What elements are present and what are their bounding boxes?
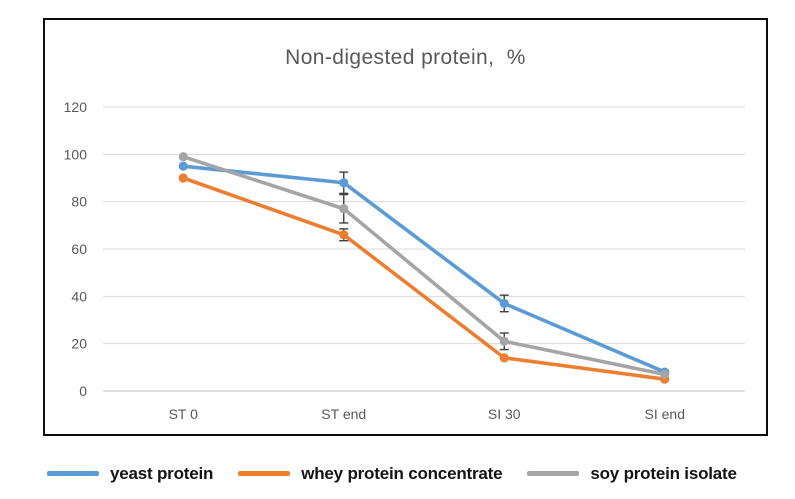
series-line xyxy=(181,176,667,381)
y-tick-label: 0 xyxy=(79,383,87,399)
series-line xyxy=(181,154,667,377)
y-tick-label: 60 xyxy=(71,241,87,257)
legend-line-swatch xyxy=(238,471,291,476)
data-point-marker xyxy=(660,369,670,380)
data-point-marker xyxy=(178,161,188,171)
y-tick-label: 20 xyxy=(71,336,87,352)
x-tick-label: ST 0 xyxy=(169,406,199,422)
x-tick-label: SI end xyxy=(645,406,685,422)
data-point-marker xyxy=(339,178,349,188)
data-point-marker xyxy=(339,230,349,240)
data-point-marker xyxy=(499,298,509,309)
data-point-marker xyxy=(339,204,349,214)
legend-line-swatch xyxy=(527,471,580,476)
y-tick-label: 80 xyxy=(71,194,87,210)
legend-item: whey protein concentrate xyxy=(238,463,503,484)
legend: yeast protein whey protein concentrate soy… xyxy=(47,460,737,487)
data-point-marker xyxy=(178,152,188,162)
legend-label: whey protein concentrate xyxy=(301,463,503,483)
y-tick-label: 40 xyxy=(71,288,87,304)
x-tick-label: SI 30 xyxy=(488,406,521,422)
chart-title: Non-digested protein, % xyxy=(285,46,526,69)
data-point-marker xyxy=(499,336,509,346)
y-tick-label: 100 xyxy=(64,146,88,162)
legend-label: yeast protein xyxy=(110,463,214,483)
legend-item: yeast protein xyxy=(47,464,213,484)
series-line xyxy=(181,164,667,374)
chart-frame: Non-digested protein, % 120 100 80 60 40 20 0 S… xyxy=(43,18,768,436)
x-tick-label: ST end xyxy=(321,406,366,422)
data-point-marker xyxy=(178,173,188,183)
data-point-marker xyxy=(499,353,509,363)
line-chart-plot-area: 120 100 80 60 40 20 0 ST 0 ST end SI 30 SI end xyxy=(64,99,745,422)
legend-label: soy protein isolate xyxy=(590,463,737,483)
legend-line-swatch xyxy=(47,471,99,476)
y-tick-label: 120 xyxy=(64,99,88,115)
legend-item: soy protein isolate xyxy=(527,463,737,484)
